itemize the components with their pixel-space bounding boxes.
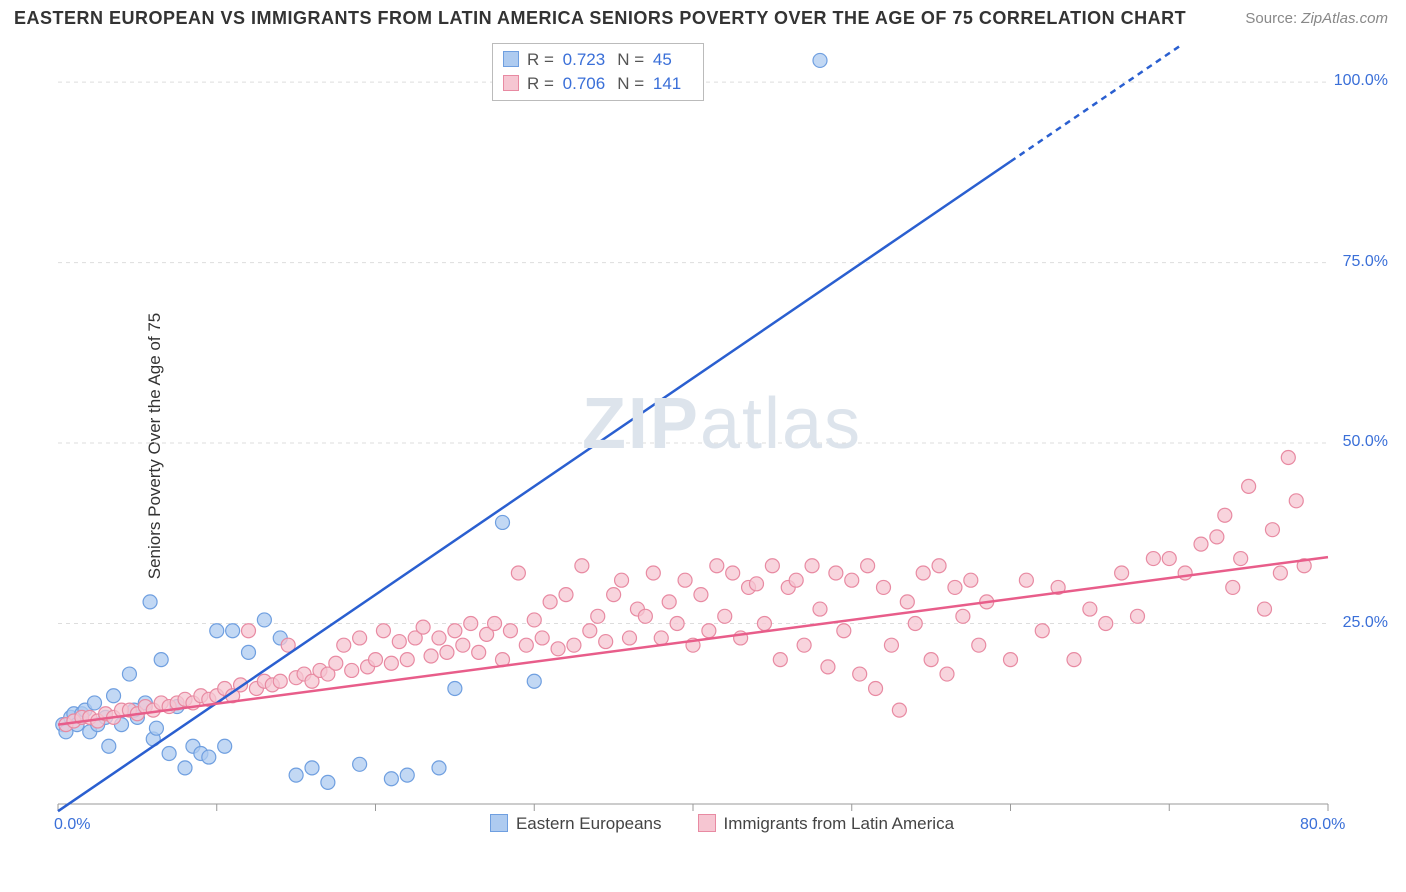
stats-row: R = 0.706 N = 141	[503, 72, 693, 96]
stats-row: R = 0.723 N = 45	[503, 48, 693, 72]
legend-swatch	[503, 51, 519, 67]
chart-title: EASTERN EUROPEAN VS IMMIGRANTS FROM LATI…	[14, 8, 1186, 29]
r-label: R =	[527, 74, 554, 93]
legend-swatch	[490, 814, 508, 832]
legend-label: Eastern Europeans	[516, 814, 662, 833]
y-tick-label: 100.0%	[1334, 72, 1388, 90]
legend-label: Immigrants from Latin America	[724, 814, 955, 833]
bottom-legend: Eastern Europeans Immigrants from Latin A…	[52, 814, 1392, 840]
x-tick-label: 0.0%	[54, 816, 90, 834]
legend-item: Eastern Europeans	[490, 814, 662, 834]
r-value: 0.723	[563, 50, 606, 69]
legend-item: Immigrants from Latin America	[698, 814, 955, 834]
legend-swatch	[503, 75, 519, 91]
stats-legend-box: R = 0.723 N = 45 R = 0.706 N = 141	[492, 43, 704, 101]
y-tick-label: 25.0%	[1343, 614, 1388, 632]
x-tick-label: 80.0%	[1300, 816, 1345, 834]
source-label: Source:	[1245, 10, 1297, 27]
legend-swatch	[698, 814, 716, 832]
n-value: 141	[653, 74, 681, 93]
y-tick-label: 50.0%	[1343, 433, 1388, 451]
scatter-chart-svg	[52, 40, 1392, 840]
r-label: R =	[527, 50, 554, 69]
n-value: 45	[653, 50, 672, 69]
y-tick-label: 75.0%	[1343, 253, 1388, 271]
plot-area: ZIPatlas R = 0.723N = 45R = 0.706N = 141…	[52, 40, 1392, 840]
source-attribution: Source: ZipAtlas.com	[1245, 10, 1388, 27]
n-label: N =	[617, 50, 644, 69]
source-value: ZipAtlas.com	[1301, 10, 1388, 27]
r-value: 0.706	[563, 74, 606, 93]
n-label: N =	[617, 74, 644, 93]
